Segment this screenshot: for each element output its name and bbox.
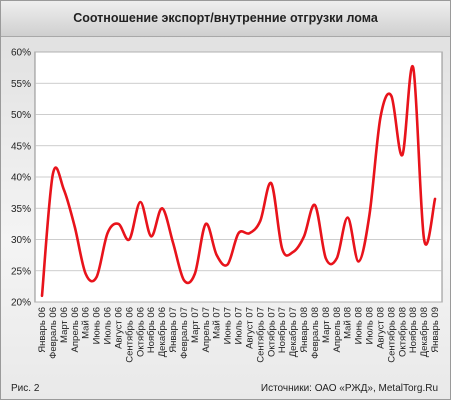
x-tick-label: Сентябрь 08 [386,307,397,363]
x-tick-label: Апрель 08 [332,307,343,352]
x-tick-label: Июнь 08 [354,307,365,344]
x-tick-label: Июнь 06 [92,307,103,344]
x-tick-label: Июль 08 [365,307,376,344]
y-tick-label: 35% [11,204,31,215]
figure-label: Рис. 2 [11,383,40,394]
x-tick-label: Февраль 08 [310,307,321,359]
x-tick-label: Март 07 [190,307,201,343]
y-tick-label: 45% [11,141,31,152]
x-tick-label: Декабрь 07 [288,307,299,357]
x-tick-label: Июнь 07 [223,307,234,344]
x-tick-label: Ноябрь 08 [408,307,419,353]
x-tick-label: Август 07 [244,307,255,349]
x-axis-ticks: Январь 06 Февраль 06 Март 06 Апрель 06 Май 0… [37,307,441,363]
x-tick-label: Июль 06 [103,307,114,344]
x-tick-label: Май 08 [343,307,354,339]
x-tick-label: Март 06 [59,307,70,343]
y-tick-label: 40% [11,173,31,184]
x-tick-label: Ноябрь 07 [277,307,288,353]
y-tick-label: 20% [11,298,31,309]
x-tick-label: Сентябрь 07 [255,307,266,363]
x-tick-label: Октябрь 07 [266,307,277,357]
x-tick-label: Август 08 [375,307,386,349]
x-tick-label: Декабрь 08 [419,307,430,357]
x-tick-label: Август 06 [113,307,124,349]
x-tick-label: Сентябрь 06 [124,307,135,363]
x-tick-label: Октябрь 08 [397,307,408,357]
chart-title: Соотношение экспорт/внутренние отгрузки … [1,1,450,37]
x-tick-label: Январь 09 [430,307,441,353]
x-tick-label: Январь 07 [168,307,179,353]
x-tick-label: Февраль 07 [179,307,190,359]
x-tick-label: Ноябрь 06 [146,307,157,353]
x-tick-label: Октябрь 06 [135,307,146,357]
y-tick-label: 55% [11,79,31,90]
y-tick-label: 60% [11,48,31,59]
series-line [40,65,437,298]
source-label: Источники: ОАО «РЖД», MetalTorg.Ru [260,383,438,394]
x-tick-label: Май 06 [81,307,92,339]
y-tick-label: 25% [11,266,31,277]
x-tick-label: Декабрь 06 [157,307,168,357]
x-tick-label: Февраль 06 [48,307,59,359]
x-tick-label: Январь 06 [37,307,48,353]
x-tick-label: Май 07 [212,307,223,339]
x-tick-label: Март 08 [321,307,332,343]
y-tick-label: 50% [11,110,31,121]
y-axis-ticks: 20% 25% 30% 35% 40% 45% 50% 55% 60% [11,48,31,309]
y-tick-label: 30% [11,235,31,246]
x-tick-label: Январь 08 [299,307,310,353]
gridlines [35,51,442,303]
x-tick-label: Июль 07 [234,307,245,344]
x-tick-label: Апрель 07 [201,307,212,352]
x-tick-label: Апрель 06 [70,307,81,352]
